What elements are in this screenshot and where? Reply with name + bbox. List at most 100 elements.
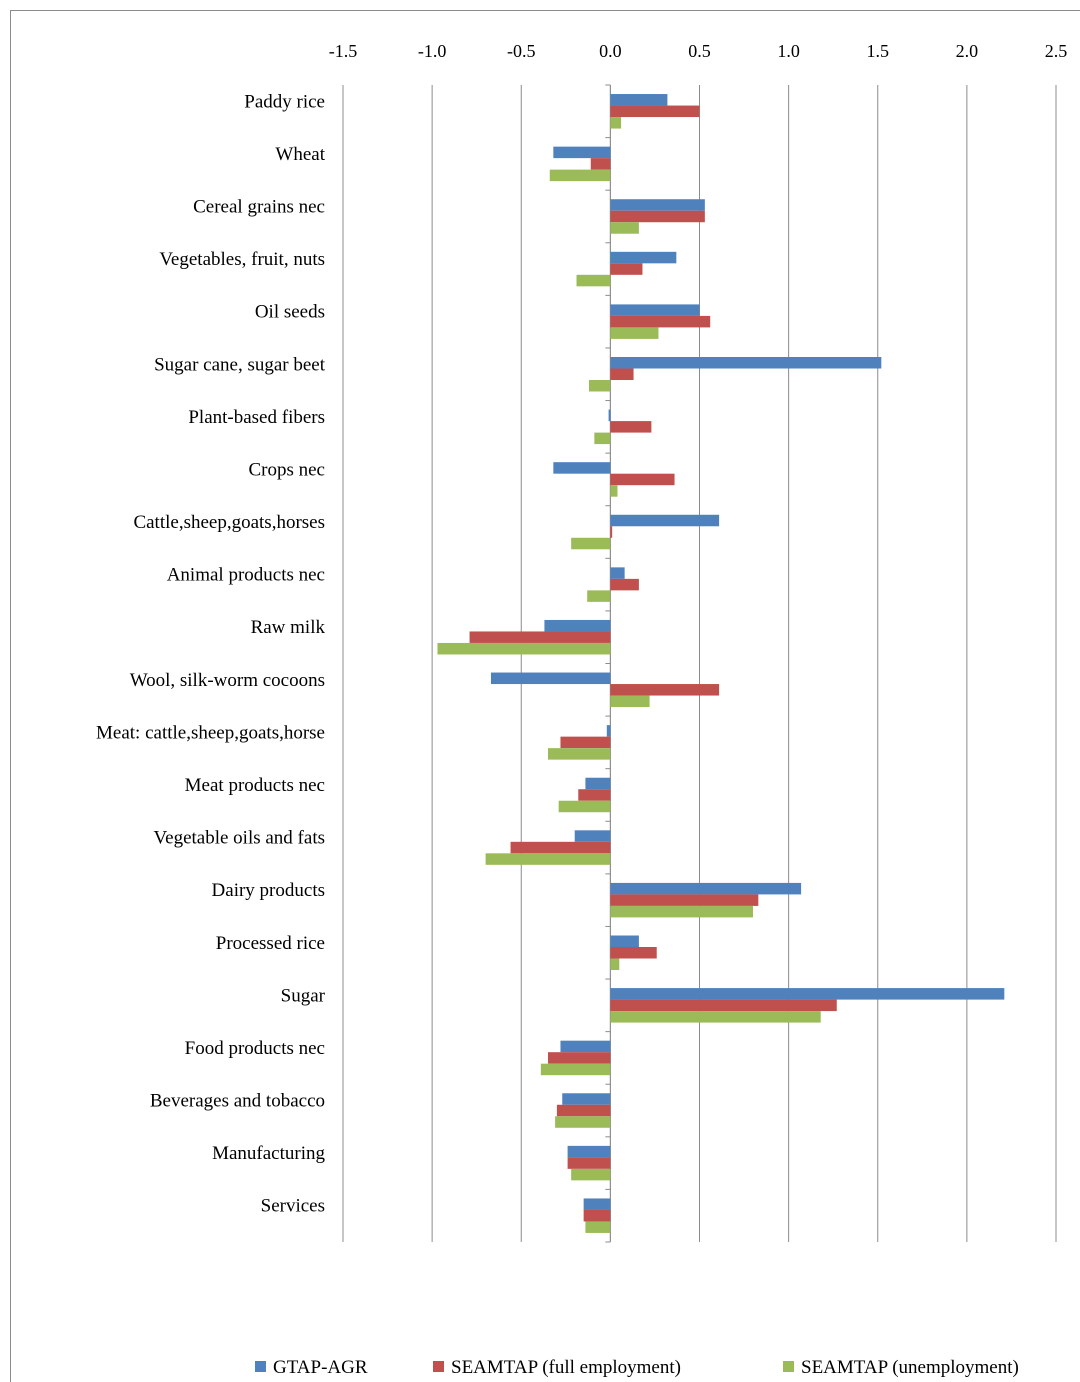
bar xyxy=(553,146,611,159)
bar xyxy=(594,432,611,445)
bar xyxy=(606,725,611,737)
bar xyxy=(571,1168,611,1181)
bar xyxy=(576,274,611,287)
bar xyxy=(567,1157,611,1169)
bars xyxy=(437,94,1005,1233)
legend-label: GTAP-AGR xyxy=(273,1357,368,1378)
bar xyxy=(610,905,753,918)
category-label: Sugar cane, sugar beet xyxy=(154,354,326,375)
legend-swatch xyxy=(433,1361,444,1372)
x-tick-label: -1.0 xyxy=(418,41,447,61)
bar xyxy=(610,105,700,118)
category-label: Manufacturing xyxy=(212,1143,325,1164)
bar xyxy=(437,642,611,655)
bar xyxy=(610,684,720,696)
bar xyxy=(571,537,611,550)
bar xyxy=(588,380,611,392)
chart-frame xyxy=(10,10,1080,1382)
bar xyxy=(610,514,720,527)
bar xyxy=(585,1221,611,1233)
bar xyxy=(583,1209,611,1222)
category-label: Plant-based fibers xyxy=(188,407,325,428)
bar xyxy=(610,526,613,538)
bar xyxy=(590,158,611,170)
gridlines xyxy=(342,85,1057,1242)
bar xyxy=(485,853,611,865)
x-tick-label: 0.0 xyxy=(599,41,622,61)
bar xyxy=(549,169,611,182)
category-label: Wool, silk-worm cocoons xyxy=(130,670,325,691)
legend-swatch xyxy=(783,1361,794,1372)
bar xyxy=(610,94,668,106)
category-label: Services xyxy=(261,1196,325,1217)
x-tick-label: -0.5 xyxy=(507,41,536,61)
category-label: Cereal grains nec xyxy=(193,196,325,217)
category-label: Dairy products xyxy=(212,880,325,901)
bar xyxy=(610,578,639,591)
bar xyxy=(562,1093,611,1105)
bar xyxy=(469,631,611,643)
category-label: Meat: cattle,sheep,goats,horse xyxy=(96,722,325,743)
x-tick-label: 1.5 xyxy=(867,41,890,61)
bar xyxy=(610,210,705,223)
x-tick-label: 1.0 xyxy=(777,41,800,61)
bar xyxy=(560,736,611,749)
x-tick-label: -1.5 xyxy=(329,41,358,61)
x-tick-label: 0.5 xyxy=(688,41,711,61)
bar xyxy=(610,327,659,339)
bar xyxy=(610,935,639,947)
bar xyxy=(610,882,802,895)
bar xyxy=(587,590,611,602)
bar xyxy=(567,1145,611,1158)
bar xyxy=(553,462,611,474)
x-axis-ticks: -1.5 -1.0 -0.5 0.0 0.5 1.0 1.5 2.0 2.5 xyxy=(329,41,1068,61)
bar xyxy=(510,841,611,854)
bar xyxy=(610,222,639,234)
category-label: Beverages and tobacco xyxy=(150,1091,325,1112)
bar xyxy=(558,800,611,813)
x-tick-label: 2.5 xyxy=(1045,41,1068,61)
category-label: Vegetable oils and fats xyxy=(154,828,325,849)
legend-label: SEAMTAP (full employment) xyxy=(451,1357,681,1378)
bar xyxy=(585,777,611,790)
category-label: Meat products nec xyxy=(185,775,325,796)
bar xyxy=(610,368,634,380)
bar xyxy=(608,409,611,422)
category-label: Animal products nec xyxy=(167,565,325,586)
bar xyxy=(610,695,650,708)
bar xyxy=(556,1104,611,1117)
bar xyxy=(540,1063,611,1076)
category-labels: Paddy rice Wheat Cereal grains nec Vegetabl… xyxy=(96,91,326,1216)
bar xyxy=(610,958,620,970)
bar xyxy=(610,199,705,211)
bar xyxy=(574,830,611,842)
category-label: Oil seeds xyxy=(255,302,325,323)
bar xyxy=(610,947,657,959)
bar xyxy=(610,473,675,486)
bar xyxy=(490,672,611,685)
legend-swatch xyxy=(255,1361,266,1372)
bar xyxy=(610,485,618,497)
bar xyxy=(547,748,611,760)
bar xyxy=(610,263,643,275)
bar xyxy=(610,251,677,264)
bar xyxy=(610,421,652,433)
bar xyxy=(610,894,759,906)
category-label: Food products nec xyxy=(185,1038,325,1059)
category-label: Cattle,sheep,goats,horses xyxy=(133,512,325,533)
bar xyxy=(610,304,700,316)
bar xyxy=(610,988,1005,1000)
category-label: Raw milk xyxy=(251,617,326,638)
bar xyxy=(610,357,882,369)
bar xyxy=(555,1116,611,1128)
bar xyxy=(560,1040,611,1053)
legend-label: SEAMTAP (unemployment) xyxy=(801,1357,1019,1378)
bar xyxy=(610,315,711,328)
bar xyxy=(578,789,611,801)
bar xyxy=(610,567,625,579)
x-tick-label: 2.0 xyxy=(956,41,979,61)
bar xyxy=(610,117,622,129)
category-label: Crops nec xyxy=(248,459,325,480)
bar xyxy=(583,1198,611,1210)
